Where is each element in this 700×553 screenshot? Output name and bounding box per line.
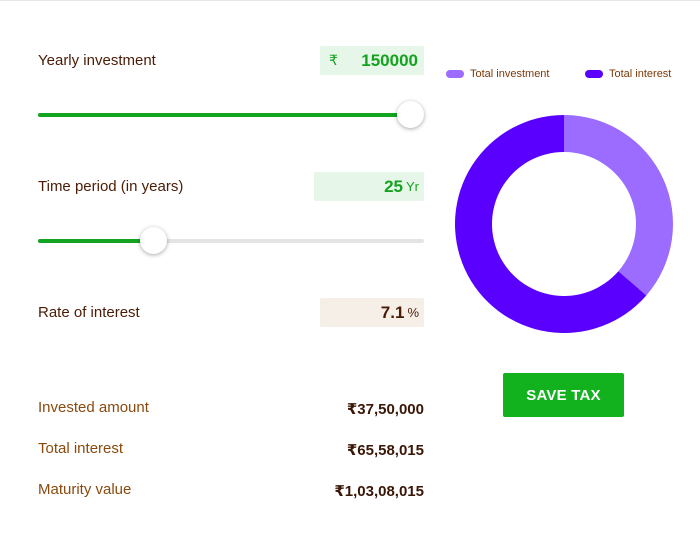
time-period-slider-thumb[interactable]: [140, 227, 168, 254]
yearly-investment-slider-thumb[interactable]: [396, 101, 424, 128]
save-tax-button[interactable]: SAVE TAX: [503, 373, 624, 417]
rate-of-interest-unit: %: [407, 305, 419, 320]
yearly-investment-slider[interactable]: [38, 101, 424, 128]
total-interest-value: ₹65,58,015: [346, 442, 424, 459]
rate-of-interest-value: 7.1: [380, 302, 405, 322]
invested-amount-label: Invested amount: [38, 399, 149, 416]
legend-swatch-investment: [446, 70, 464, 78]
yearly-investment-input[interactable]: ₹ 150000: [320, 46, 424, 75]
rate-of-interest-label: Rate of interest: [38, 304, 140, 321]
time-period-input[interactable]: 25 Yr: [314, 172, 424, 201]
slider-fill: [38, 239, 154, 243]
yearly-investment-label: Yearly investment: [38, 52, 156, 69]
investment-donut-chart: [454, 115, 673, 333]
time-period-label: Time period (in years): [38, 178, 184, 195]
rupee-icon: ₹: [329, 52, 338, 68]
slider-fill: [38, 113, 410, 117]
donut-slice-total-interest: [454, 115, 647, 333]
donut-slice-total-investment: [564, 115, 673, 296]
time-period-value: 25: [384, 176, 403, 196]
maturity-value-amount: ₹1,03,08,015: [334, 483, 424, 500]
legend-item-total-investment: Total investment: [446, 68, 549, 80]
legend-swatch-interest: [585, 70, 603, 78]
legend-label-interest: Total interest: [609, 68, 672, 80]
invested-amount-value: ₹37,50,000: [346, 401, 424, 418]
total-interest-label: Total interest: [38, 440, 124, 457]
legend-label-investment: Total investment: [470, 68, 550, 80]
time-period-unit: Yr: [406, 179, 419, 194]
rate-of-interest-input[interactable]: 7.1 %: [320, 298, 424, 327]
legend-item-total-interest: Total interest: [585, 68, 671, 80]
maturity-value-label: Maturity value: [38, 481, 132, 498]
yearly-investment-value: 150000: [361, 50, 418, 70]
time-period-slider[interactable]: [38, 227, 424, 254]
